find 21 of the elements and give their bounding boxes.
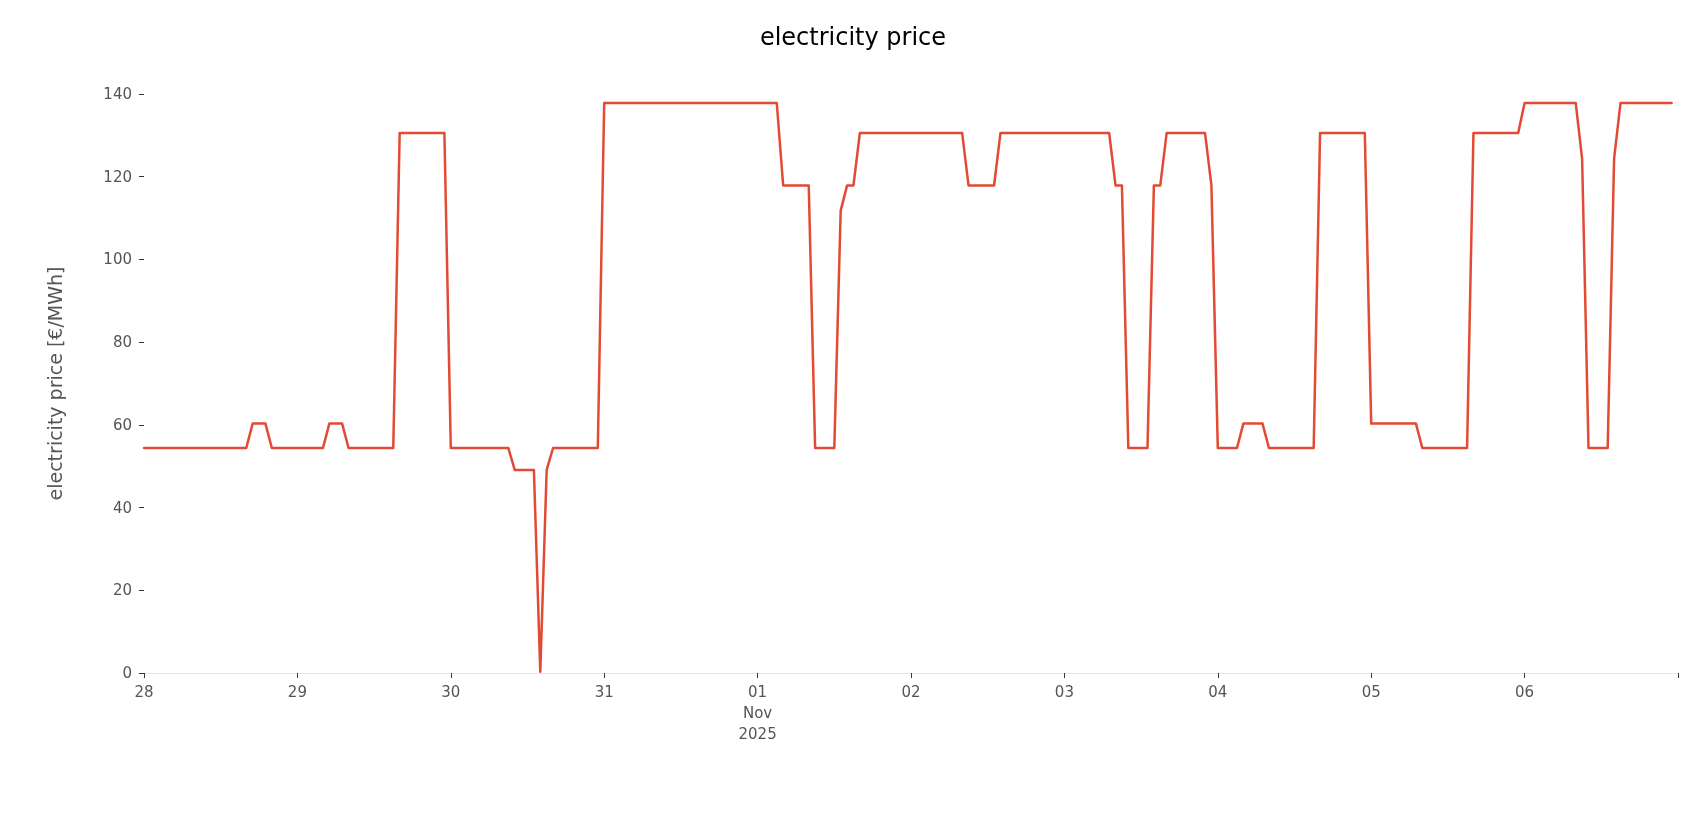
x-tick-label: 02 <box>901 682 921 701</box>
y-tick-label: 140 <box>103 85 132 103</box>
y-tick-label: 60 <box>112 415 132 434</box>
x-tick-label: 31 <box>594 682 614 701</box>
y-axis-title: electricity price [€/MWh] <box>43 266 66 501</box>
y-tick-label: 100 <box>103 250 132 269</box>
x-tick-label: 01 Nov 2025 <box>738 682 777 743</box>
x-tick-label: 05 <box>1361 682 1381 701</box>
x-tick-label: 04 <box>1208 682 1228 701</box>
y-tick-label: 120 <box>103 167 132 186</box>
line-series <box>142 101 1673 674</box>
x-tick-label: 30 <box>441 682 461 701</box>
y-tick-label: 40 <box>112 498 132 517</box>
x-tick-label: 06 <box>1515 682 1535 701</box>
x-tick-label: 29 <box>287 682 307 701</box>
y-tick-label: 0 <box>122 664 132 682</box>
x-tick-label: 28 <box>134 682 154 701</box>
y-tick-label: 80 <box>112 333 132 352</box>
y-tick-label: 20 <box>112 581 132 600</box>
x-tick-label: 03 <box>1054 682 1074 701</box>
chart-title: electricity price <box>759 23 947 51</box>
